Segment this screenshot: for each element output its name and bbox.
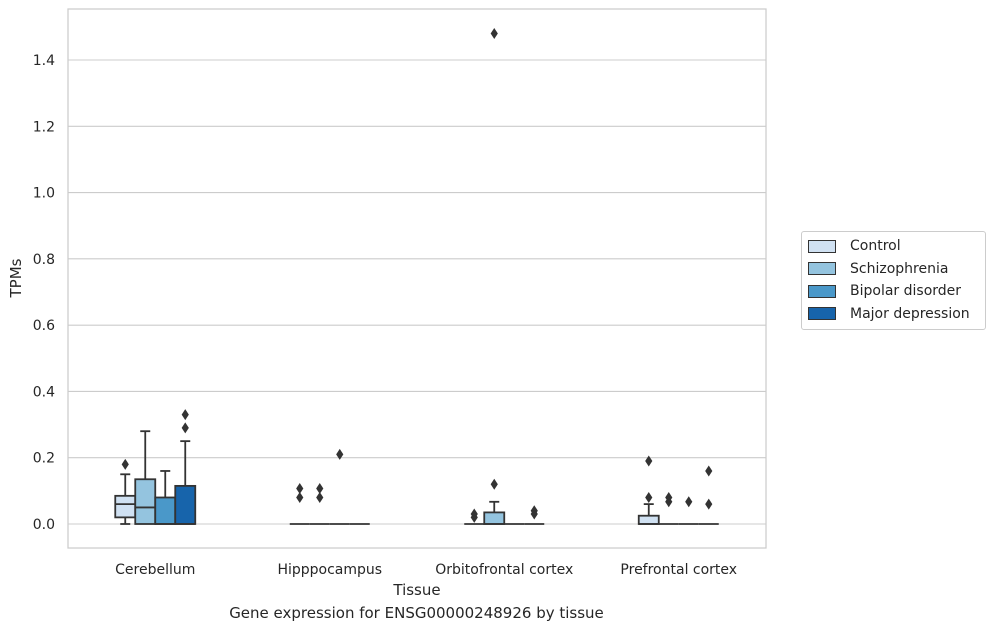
outlier-point (181, 422, 189, 434)
outlier-point (685, 496, 693, 508)
legend-swatch (808, 239, 836, 253)
box-series (114, 27, 719, 525)
legend-swatch (808, 262, 836, 276)
box (483, 511, 506, 525)
outlier-point (121, 458, 129, 470)
y-tick-label: 1.0 (33, 186, 55, 202)
outlier-point (705, 498, 713, 510)
legend-label: Bipolar disorder (850, 283, 962, 300)
outlier-point (181, 409, 189, 421)
legend-swatch (808, 284, 836, 298)
box (637, 514, 660, 525)
outlier-point (470, 508, 478, 520)
legend-item: Bipolar disorder (802, 280, 985, 303)
outlier-point (490, 27, 498, 39)
outlier-point (665, 491, 673, 503)
plot-frame (67, 8, 767, 549)
outlier-point (645, 491, 653, 503)
y-axis-label: TPMs (7, 258, 25, 298)
figure-caption: Gene expression for ENSG00000248926 by t… (229, 604, 604, 622)
y-tick-label: 0.0 (33, 517, 55, 533)
y-tick-label: 0.2 (33, 451, 55, 467)
x-tick-label: Orbitofrontal cortex (435, 562, 573, 578)
legend: Control Schizophrenia Bipolar disorder Majo… (801, 231, 986, 330)
x-tick-labels: Cerebellum Hipppocampus Orbitofrontal cort… (115, 562, 737, 578)
x-tick-label: Prefrontal cortex (620, 562, 737, 578)
box (114, 494, 137, 519)
legend-label: Schizophrenia (850, 260, 949, 277)
y-tick-label: 1.2 (33, 119, 55, 135)
y-tick-label: 0.4 (33, 384, 55, 400)
outlier-point (316, 491, 324, 503)
y-tick-label: 1.4 (33, 53, 55, 69)
outlier-point (530, 505, 538, 517)
outlier-point (296, 491, 304, 503)
outlier-point (490, 478, 498, 490)
y-tick-labels: 0.0 0.2 0.4 0.6 0.8 1.0 1.2 1.4 (33, 53, 55, 533)
legend-label: Major depression (850, 305, 970, 322)
legend-item: Schizophrenia (802, 258, 985, 281)
box (174, 484, 197, 525)
outlier-point (316, 483, 324, 495)
outlier-point (336, 448, 344, 460)
box (154, 496, 177, 525)
legend-item: Major depression (802, 303, 985, 326)
y-tick-label: 0.6 (33, 318, 55, 334)
legend-item: Control (802, 235, 985, 258)
x-tick-label: Hipppocampus (277, 562, 382, 578)
outlier-point (645, 455, 653, 467)
legend-swatch (808, 307, 836, 321)
legend-label: Control (850, 238, 901, 255)
outlier-point (705, 465, 713, 477)
box (134, 478, 157, 525)
x-tick-label: Cerebellum (115, 562, 195, 578)
x-axis-label: Tissue (392, 581, 440, 599)
outlier-point (296, 483, 304, 495)
y-gridlines (68, 59, 766, 525)
y-tick-label: 0.8 (33, 252, 55, 268)
